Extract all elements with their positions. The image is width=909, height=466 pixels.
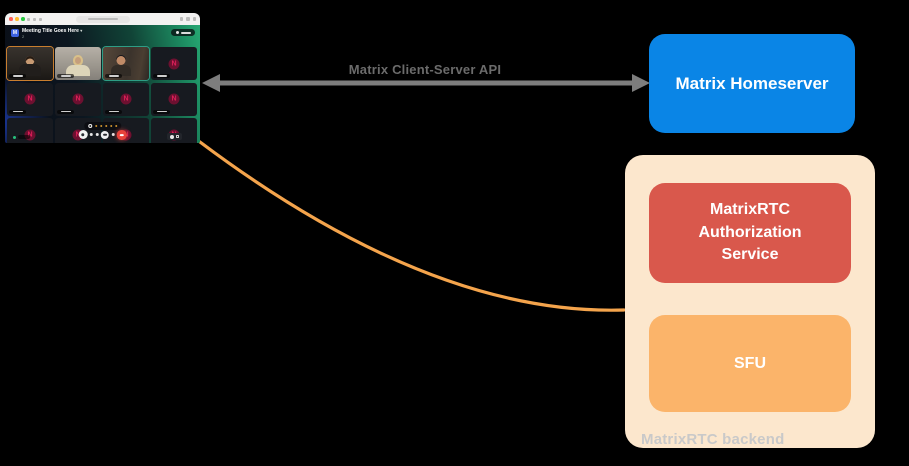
tabs-icon[interactable] [192,17,196,21]
address-bar[interactable] [75,15,130,23]
page-dot[interactable] [99,124,103,128]
zoom-window-button[interactable] [21,17,25,21]
avatar: N [24,93,36,105]
participant-figure [66,65,90,76]
browser-chrome [5,13,200,25]
participant-figure [111,65,132,76]
grid-layout-icon [176,135,179,138]
video-tile-speaker[interactable] [7,47,53,80]
new-tab-icon[interactable] [186,17,190,21]
avatar: N [24,129,36,140]
layout-toggle[interactable] [167,133,182,140]
video-tile[interactable]: N [7,82,53,116]
page-dot[interactable] [94,124,98,128]
participant-figure [25,56,35,65]
forward-icon[interactable] [39,17,42,21]
record-icon [170,134,175,139]
call-app: M Meeting Title Goes Here ▾ 2 [5,25,200,143]
camera-options-button[interactable] [95,133,99,137]
meeting-title: Meeting Title Goes Here ▾ [22,28,83,34]
video-tile-grid: N N N N N [7,47,197,143]
online-dot-icon [13,135,16,139]
call-to-backend-curve [198,140,626,312]
mic-options-button[interactable] [89,133,93,137]
video-tile[interactable]: N [55,82,101,116]
participant-figure [75,57,81,64]
minimize-window-button[interactable] [15,17,19,21]
share-icon[interactable] [179,17,183,21]
page-dot[interactable] [104,124,108,128]
camera-button[interactable] [101,130,110,139]
video-tile[interactable]: N [151,82,197,116]
avatar: N [168,93,180,105]
chevron-down-icon[interactable]: ▾ [80,28,83,33]
hangup-button[interactable] [117,130,127,140]
page-dot-active[interactable] [87,123,93,129]
avatar: N [72,93,84,105]
participant-name-pill [153,74,170,78]
video-tile[interactable] [55,47,101,80]
participant-name-pill [105,109,122,114]
browser-toolbar-icons[interactable] [179,17,196,21]
video-tile[interactable]: N [151,47,197,80]
invite-button[interactable] [171,29,195,36]
window-traffic-lights[interactable] [9,17,25,21]
page-dot[interactable] [109,124,113,128]
participant-name-pill [57,109,74,114]
back-icon[interactable] [33,17,36,21]
screenshare-label-pill [17,135,30,139]
participant-name-pill [9,109,26,114]
more-options-button[interactable] [111,133,115,137]
sfu-box: SFU [649,315,851,412]
invite-label [180,31,191,34]
avatar: N [168,58,180,69]
participant-name-pill [153,109,170,114]
person-icon [175,31,179,34]
page-dot[interactable] [114,124,118,128]
participant-figure [19,64,41,76]
screenshare-indicator [13,135,30,139]
video-tile[interactable] [103,47,149,80]
participant-count: 2 [22,34,25,39]
page-indicator[interactable] [83,122,122,130]
mic-button[interactable] [78,130,88,140]
matrixrtc-backend-group: MatrixRTC Authorization Service SFU Matr… [625,155,875,448]
video-call-window: M Meeting Title Goes Here ▾ 2 [5,13,200,143]
backend-group-label: MatrixRTC backend [641,431,785,448]
participant-figure [116,56,126,65]
auth-service-box: MatrixRTC Authorization Service [649,183,851,283]
call-controls [78,130,127,140]
participant-name-pill [57,74,74,78]
client-server-api-label: Matrix Client-Server API [348,62,502,77]
participant-name-pill [105,74,122,78]
close-window-button[interactable] [9,17,13,21]
url-text [87,18,118,20]
video-tile[interactable]: N [7,118,53,143]
avatar: N [120,93,132,105]
video-tile[interactable]: N [103,82,149,116]
matrix-homeserver-box: Matrix Homeserver [649,34,855,133]
app-logo: M [11,29,19,37]
sidebar-icon[interactable] [27,17,30,21]
participant-name-pill [9,74,26,78]
